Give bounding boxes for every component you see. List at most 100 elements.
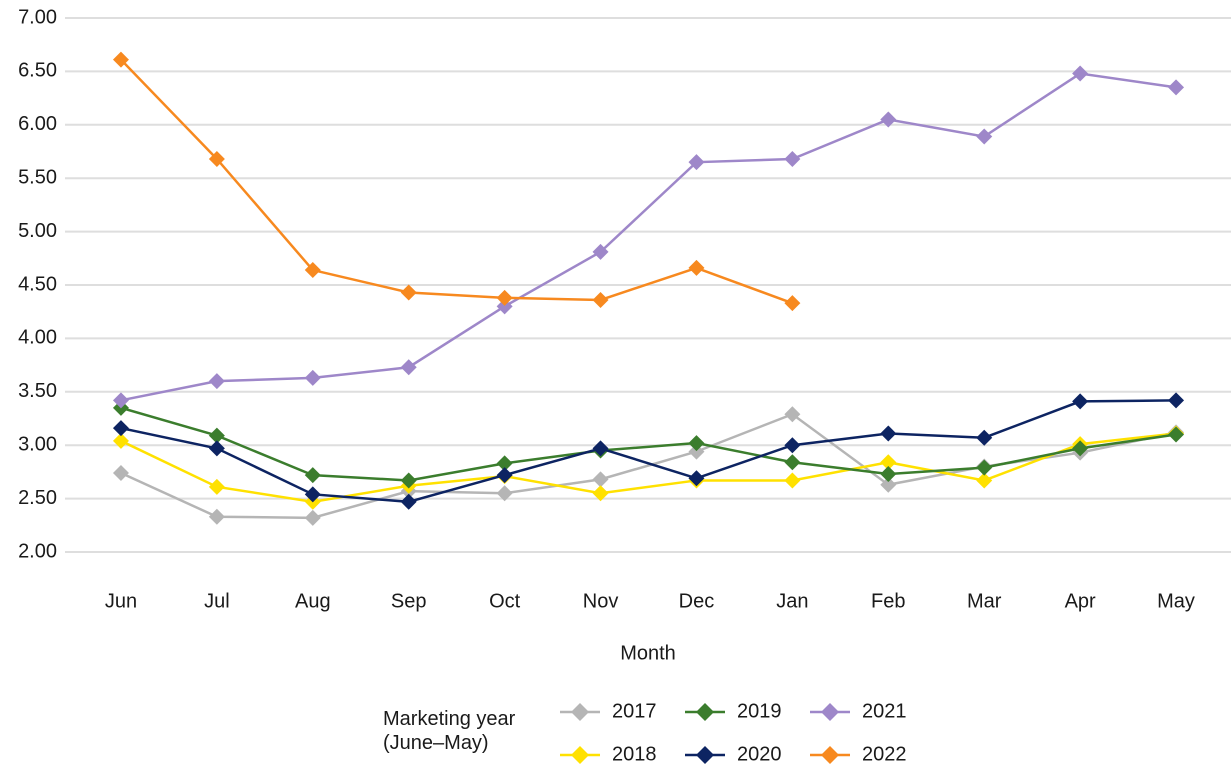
series-line <box>120 399 1177 504</box>
data-point <box>688 470 705 487</box>
data-point <box>784 406 801 423</box>
legend-label: 2018 <box>612 743 657 765</box>
data-point <box>208 440 225 457</box>
x-tick-label: Jul <box>204 590 230 612</box>
data-point <box>496 455 513 472</box>
x-tick-label: Apr <box>1065 590 1096 612</box>
data-point <box>400 493 417 510</box>
series-line <box>120 412 1177 520</box>
x-tick-label: Dec <box>679 590 715 612</box>
data-point <box>976 128 993 145</box>
x-axis-title: Month <box>620 642 676 664</box>
data-point <box>976 472 993 489</box>
y-tick-label: 5.00 <box>18 220 57 242</box>
data-point <box>208 373 225 390</box>
legend-marker <box>821 703 839 721</box>
data-point <box>112 51 129 68</box>
data-point <box>400 359 417 376</box>
legend-label: 2019 <box>737 700 782 722</box>
legend-marker <box>571 746 589 764</box>
data-point <box>784 437 801 454</box>
data-point <box>304 486 321 503</box>
data-point <box>880 425 897 442</box>
y-tick-label: 5.50 <box>18 166 57 188</box>
data-point <box>112 464 129 481</box>
x-tick-label: Mar <box>967 590 1002 612</box>
data-point <box>496 298 513 315</box>
data-point <box>592 471 609 488</box>
x-tick-label: May <box>1157 590 1195 612</box>
data-point <box>976 429 993 446</box>
data-point <box>688 154 705 171</box>
legend-label: 2022 <box>862 743 907 765</box>
data-point <box>496 289 513 306</box>
y-tick-label: 2.00 <box>18 540 57 562</box>
series-line <box>120 58 793 305</box>
data-point <box>880 476 897 493</box>
x-tick-label: Jun <box>105 590 137 612</box>
data-point <box>784 150 801 167</box>
legend-label: 2017 <box>612 700 657 722</box>
data-point <box>592 485 609 502</box>
data-point <box>208 508 225 525</box>
x-tick-label: Feb <box>871 590 905 612</box>
data-point <box>208 427 225 444</box>
data-point <box>592 440 609 457</box>
data-point <box>880 454 897 471</box>
data-point <box>208 478 225 495</box>
series-line <box>120 432 1177 504</box>
data-point <box>688 443 705 460</box>
legend-marker <box>821 746 839 764</box>
data-point <box>688 259 705 276</box>
data-point <box>1168 392 1185 409</box>
data-point <box>304 509 321 526</box>
x-tick-label: Jan <box>776 590 808 612</box>
data-point <box>112 420 129 437</box>
x-tick-label: Aug <box>295 590 331 612</box>
x-tick-label: Oct <box>489 590 521 612</box>
data-point <box>688 435 705 452</box>
data-point <box>784 454 801 471</box>
y-tick-label: 4.50 <box>18 273 57 295</box>
data-point <box>592 291 609 308</box>
data-point <box>976 459 993 476</box>
y-tick-label: 7.00 <box>18 6 57 28</box>
legend-label: 2021 <box>862 700 907 722</box>
data-point <box>1072 393 1089 410</box>
data-point <box>592 243 609 260</box>
data-point <box>400 472 417 489</box>
data-point <box>1072 440 1089 457</box>
legend-marker <box>571 703 589 721</box>
data-point <box>304 467 321 484</box>
data-point <box>400 284 417 301</box>
legend-marker <box>696 746 714 764</box>
series-line <box>120 406 1177 482</box>
data-point <box>304 369 321 386</box>
data-point <box>496 467 513 484</box>
legend-label: 2020 <box>737 743 782 765</box>
data-point <box>112 432 129 449</box>
y-tick-label: 6.50 <box>18 60 57 82</box>
data-point <box>304 262 321 279</box>
y-tick-label: 6.00 <box>18 113 57 135</box>
data-point <box>208 150 225 167</box>
x-tick-label: Nov <box>583 590 619 612</box>
data-point <box>1168 79 1185 96</box>
data-point <box>784 472 801 489</box>
data-point <box>784 295 801 312</box>
y-tick-label: 2.50 <box>18 487 57 509</box>
data-point <box>880 111 897 128</box>
series-line <box>120 72 1177 402</box>
data-point <box>1168 426 1185 443</box>
y-tick-label: 3.50 <box>18 380 57 402</box>
data-point <box>496 485 513 502</box>
y-tick-label: 4.00 <box>18 327 57 349</box>
y-tick-label: 3.00 <box>18 433 57 455</box>
data-point <box>880 466 897 483</box>
data-point <box>1072 65 1089 82</box>
legend-marker <box>696 703 714 721</box>
x-tick-label: Sep <box>391 590 427 612</box>
data-point <box>112 392 129 409</box>
